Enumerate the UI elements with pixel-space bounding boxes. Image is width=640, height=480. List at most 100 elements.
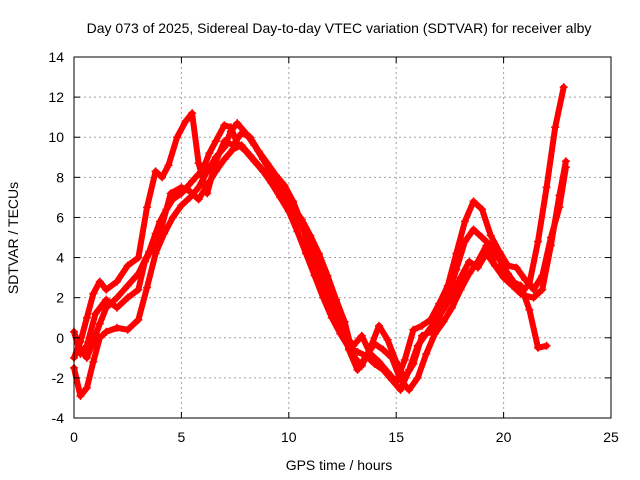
series-trace: [71, 142, 569, 381]
y-tick-label: 8: [56, 169, 64, 185]
data-point: [188, 177, 197, 186]
data-point: [237, 129, 246, 138]
x-tick-label: 25: [603, 429, 619, 445]
data-point: [349, 351, 358, 360]
data-point: [319, 293, 328, 302]
data-point: [561, 157, 570, 166]
y-tick-label: -2: [52, 370, 65, 386]
data-point: [143, 203, 152, 212]
data-point: [460, 217, 469, 226]
data-point: [297, 215, 306, 224]
data-point: [327, 313, 336, 322]
data-point: [181, 117, 190, 126]
data-point: [409, 359, 418, 368]
data-point: [400, 373, 409, 382]
data-point: [542, 341, 551, 350]
data-point: [486, 241, 495, 250]
series-trace: [71, 110, 569, 385]
data-point: [158, 173, 167, 182]
data-point: [89, 289, 98, 298]
data-point: [400, 355, 409, 364]
data-point: [95, 333, 104, 342]
data-point: [456, 285, 465, 294]
data-point: [203, 167, 212, 176]
data-point: [112, 323, 121, 332]
data-point: [123, 261, 132, 270]
data-point: [91, 309, 100, 318]
data-point: [76, 391, 85, 400]
data-point: [143, 283, 152, 292]
data-point: [357, 361, 366, 370]
y-tick-label: 10: [48, 129, 64, 145]
data-point: [503, 269, 512, 278]
data-point: [521, 291, 530, 300]
data-point: [452, 265, 461, 274]
data-point: [123, 281, 132, 290]
data-point: [413, 373, 422, 382]
data-point: [443, 291, 452, 300]
x-tick-label: 15: [388, 429, 404, 445]
data-point: [112, 277, 121, 286]
data-point: [289, 203, 298, 212]
data-point: [168, 213, 177, 222]
data-point: [409, 325, 418, 334]
series-track-4: [70, 141, 570, 382]
data-point: [203, 181, 212, 190]
data-point: [226, 127, 235, 136]
y-tick-label: 6: [56, 209, 64, 225]
data-point: [147, 245, 156, 254]
data-point: [559, 83, 568, 92]
data-point: [254, 147, 263, 156]
data-point: [233, 119, 242, 128]
data-point: [486, 231, 495, 240]
data-point: [194, 159, 203, 168]
data-point: [357, 331, 366, 340]
data-point: [375, 357, 384, 366]
data-point: [102, 285, 111, 294]
data-point: [228, 145, 237, 154]
x-tick-label: 20: [496, 429, 512, 445]
data-point: [495, 255, 504, 264]
data-point: [314, 267, 323, 276]
data-point: [205, 149, 214, 158]
data-point: [246, 151, 255, 160]
data-point: [460, 237, 469, 246]
data-point: [185, 187, 194, 196]
data-point: [134, 285, 143, 294]
data-point: [426, 315, 435, 324]
data-point: [151, 249, 160, 258]
y-tick-label: 0: [56, 330, 64, 346]
data-point: [542, 183, 551, 192]
data-point: [112, 303, 121, 312]
data-point: [383, 367, 392, 376]
y-tick-label: -4: [52, 410, 65, 426]
data-point: [512, 263, 521, 272]
data-point: [375, 321, 384, 330]
data-point: [491, 261, 500, 270]
data-point: [211, 137, 220, 146]
data-point: [173, 133, 182, 142]
data-point: [392, 357, 401, 366]
data-point: [469, 225, 478, 234]
data-point: [82, 313, 91, 322]
data-point: [469, 197, 478, 206]
data-point: [533, 237, 542, 246]
data-point: [306, 247, 315, 256]
data-point: [271, 181, 280, 190]
y-tick-label: 4: [56, 250, 64, 266]
data-point: [263, 159, 272, 168]
data-point: [155, 229, 164, 238]
plot-frame: [73, 56, 612, 419]
data-point: [280, 181, 289, 190]
series-trace: [71, 84, 567, 393]
data-point: [448, 303, 457, 312]
data-point: [426, 327, 435, 336]
data-point: [465, 257, 474, 266]
data-point: [82, 383, 91, 392]
data-point: [314, 249, 323, 258]
data-point: [237, 141, 246, 150]
data-point: [102, 327, 111, 336]
data-point: [220, 155, 229, 164]
y-tick-label: 12: [48, 89, 64, 105]
data-point: [405, 385, 414, 394]
